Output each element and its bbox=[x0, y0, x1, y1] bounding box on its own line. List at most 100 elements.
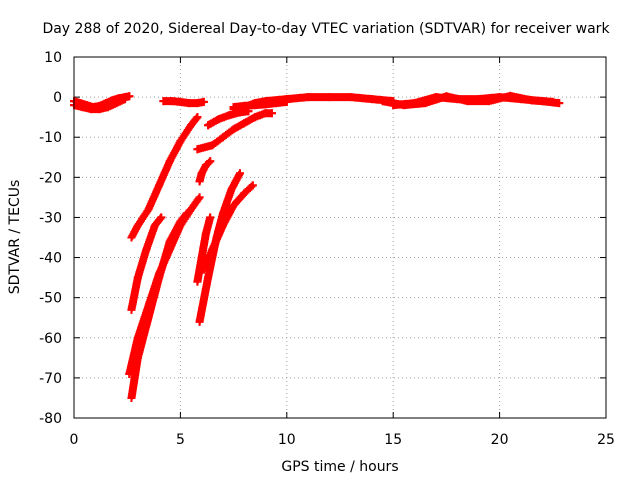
x-tick-label: 10 bbox=[278, 432, 296, 448]
data-point bbox=[112, 99, 121, 108]
data-point bbox=[193, 277, 202, 286]
data-point bbox=[165, 245, 174, 254]
data-point bbox=[378, 97, 387, 106]
data-point bbox=[150, 221, 159, 230]
x-tick-label: 15 bbox=[384, 432, 402, 448]
data-point bbox=[176, 97, 185, 106]
data-point bbox=[197, 253, 206, 262]
data-segment-12 bbox=[193, 109, 276, 154]
y-tick-label: -50 bbox=[39, 291, 62, 307]
data-point bbox=[229, 201, 238, 210]
data-point bbox=[325, 93, 334, 102]
data-point bbox=[250, 113, 259, 122]
data-segment-3 bbox=[159, 97, 208, 108]
y-tick-label: -80 bbox=[39, 411, 62, 427]
y-tick-label: -30 bbox=[39, 210, 62, 226]
data-segment-5 bbox=[127, 213, 166, 314]
data-point bbox=[282, 95, 291, 104]
tick-labels: 0 5 10 15 20 25 10 0 -10 -20 -30 -40 -50 -60 -70 -80 bbox=[39, 50, 615, 448]
data-point bbox=[208, 245, 217, 254]
data-point bbox=[442, 92, 451, 101]
data-point bbox=[248, 181, 257, 190]
data-point bbox=[199, 265, 208, 274]
data-point bbox=[218, 221, 227, 230]
data-point bbox=[267, 109, 276, 118]
y-tick-label: -60 bbox=[39, 331, 62, 347]
plot-border bbox=[73, 56, 607, 419]
data-point bbox=[195, 177, 204, 186]
y-tick-label: -40 bbox=[39, 251, 62, 267]
y-tick-label: -70 bbox=[39, 371, 62, 387]
data-point bbox=[204, 121, 213, 130]
data-point bbox=[142, 245, 151, 254]
data-point bbox=[176, 137, 185, 146]
data-point bbox=[87, 105, 96, 114]
data-point bbox=[167, 97, 176, 106]
x-tick-label: 20 bbox=[491, 432, 509, 448]
data-segment-8 bbox=[193, 213, 215, 286]
data-point bbox=[250, 99, 259, 108]
data-point bbox=[421, 99, 430, 108]
data-point bbox=[187, 121, 196, 130]
data-segment-4 bbox=[127, 113, 202, 242]
data-point bbox=[127, 305, 136, 314]
y-axis-label: SDTVAR / TECUs bbox=[7, 180, 23, 295]
data-point bbox=[463, 97, 472, 106]
data-point bbox=[548, 97, 557, 106]
data-point bbox=[367, 95, 376, 104]
data-point bbox=[157, 213, 166, 222]
data-point bbox=[133, 221, 142, 230]
data-point bbox=[208, 141, 217, 150]
data-point bbox=[144, 301, 153, 310]
x-tick-label: 25 bbox=[597, 432, 615, 448]
data-segment-11 bbox=[199, 181, 257, 274]
data-point bbox=[95, 105, 104, 114]
data-segment-15 bbox=[229, 93, 398, 114]
data-point bbox=[506, 91, 515, 100]
data-point bbox=[127, 393, 136, 402]
data-point bbox=[201, 229, 210, 238]
data-point bbox=[399, 101, 408, 110]
data-point bbox=[127, 233, 136, 242]
data-point bbox=[229, 125, 238, 134]
data-point bbox=[225, 111, 234, 120]
data-point bbox=[193, 145, 202, 154]
data-segment-9 bbox=[195, 157, 215, 186]
data-point bbox=[176, 221, 185, 230]
data-point bbox=[206, 213, 215, 222]
data-point bbox=[527, 96, 536, 105]
y-tick-label: 10 bbox=[44, 50, 62, 66]
data-point bbox=[346, 93, 355, 102]
data-segment-6 bbox=[127, 209, 191, 402]
data-point bbox=[484, 97, 493, 106]
data-point bbox=[240, 189, 249, 198]
data-point bbox=[104, 103, 113, 112]
data-point bbox=[184, 99, 193, 108]
data-point bbox=[144, 205, 153, 214]
data-point bbox=[240, 119, 249, 128]
data-point bbox=[195, 317, 204, 326]
data-point bbox=[204, 273, 213, 282]
data-point bbox=[555, 99, 564, 108]
data-point bbox=[218, 133, 227, 142]
data-point bbox=[78, 103, 87, 112]
x-tick-label: 0 bbox=[70, 432, 79, 448]
data-point bbox=[121, 95, 130, 104]
data-point bbox=[195, 193, 204, 202]
data-point bbox=[199, 97, 208, 106]
data-point bbox=[165, 157, 174, 166]
data-point bbox=[197, 169, 206, 178]
data-point bbox=[155, 269, 164, 278]
marker-trail bbox=[127, 209, 191, 402]
data-point bbox=[193, 99, 202, 108]
data-point bbox=[133, 273, 142, 282]
data-point bbox=[240, 103, 249, 112]
data-point bbox=[187, 205, 196, 214]
data-segment-7 bbox=[125, 193, 204, 378]
data-point bbox=[193, 113, 202, 122]
data-point bbox=[125, 369, 134, 378]
data-series bbox=[70, 91, 564, 402]
data-point bbox=[229, 105, 238, 114]
data-point bbox=[133, 333, 142, 342]
data-point bbox=[125, 92, 134, 101]
